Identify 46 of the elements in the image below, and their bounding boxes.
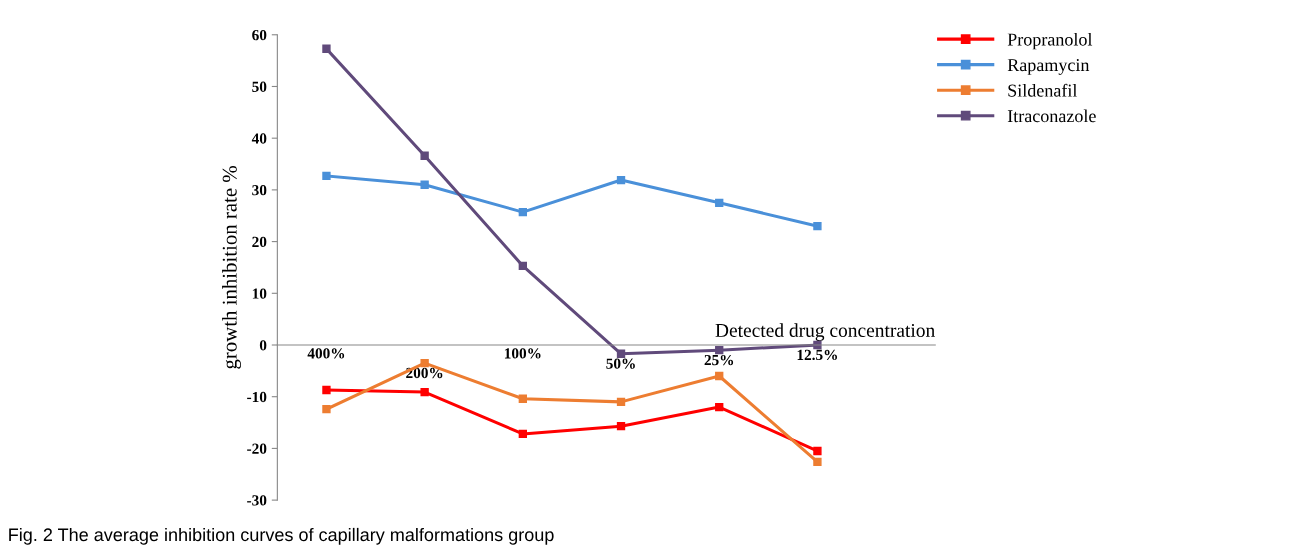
point	[322, 385, 331, 395]
point	[813, 446, 822, 456]
x-tick-label: 25%	[704, 354, 734, 366]
y-tick-label: 30	[252, 185, 267, 196]
point	[715, 402, 724, 412]
point	[616, 349, 626, 358]
point	[813, 457, 822, 467]
point	[518, 429, 528, 439]
y-tick-label: 0	[259, 340, 267, 351]
x-tick-label: 400%	[307, 348, 345, 359]
y-tick-label: 40	[251, 133, 267, 144]
y-tick-label: 60	[252, 29, 267, 41]
legend-label: Rapamycin	[1007, 59, 1090, 75]
x-tick-label: 200%	[406, 367, 443, 379]
point	[616, 422, 626, 431]
legend-label: Propranolol	[1007, 32, 1093, 50]
point	[616, 397, 626, 407]
x-tick-label: 50%	[606, 358, 635, 369]
y-tick-label: 20	[252, 236, 267, 248]
y-tick-label: -20	[247, 443, 267, 454]
caption: Fig. 2 The average inhibition curves of capillary malformations group	[9, 527, 554, 545]
point	[420, 358, 429, 368]
point	[616, 175, 626, 185]
point	[420, 387, 429, 397]
point	[322, 171, 331, 181]
point	[420, 151, 429, 160]
point	[813, 221, 822, 231]
point	[518, 394, 528, 403]
x-tick-label: 12.5%	[797, 349, 837, 361]
y-tick-label: 10	[252, 288, 267, 299]
point	[518, 207, 528, 217]
point	[715, 346, 724, 355]
point	[420, 180, 429, 189]
point	[715, 198, 724, 207]
y-tick-label: -30	[247, 495, 267, 506]
point	[322, 44, 331, 53]
legend-label: Itraconazole	[1007, 109, 1096, 123]
point	[518, 261, 528, 271]
y-tick-label: 50	[252, 81, 267, 92]
point	[715, 371, 724, 381]
y-tick-label: -10	[247, 391, 267, 403]
legend-label: Sildenafil	[1008, 83, 1078, 97]
y-axis-title: growth inhibition rate %	[222, 166, 242, 369]
point	[322, 404, 331, 414]
x-tick-label: 100%	[504, 348, 541, 359]
x-axis-title: Detected drug concentration	[715, 323, 935, 341]
